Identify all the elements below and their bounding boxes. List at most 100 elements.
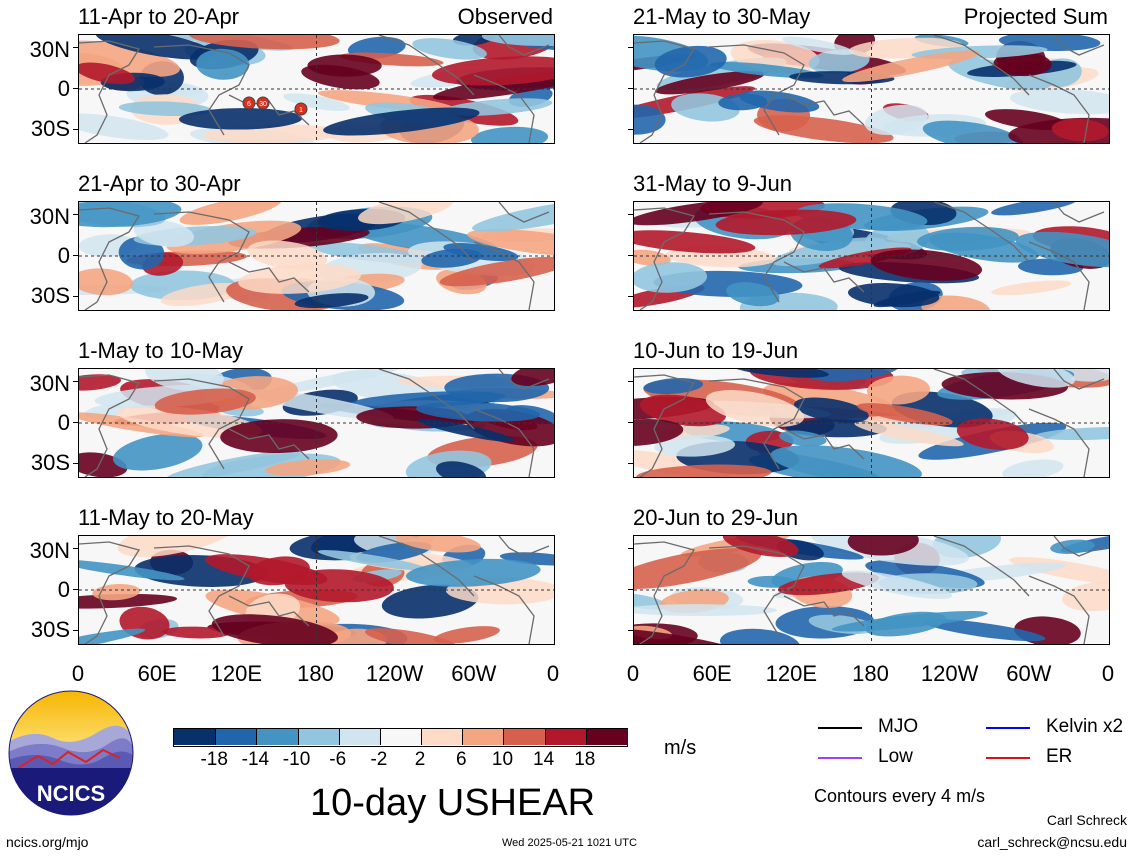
shear-anomaly-field: [634, 202, 1109, 310]
axis-tick: [628, 422, 633, 423]
colorbar-swatch: [297, 729, 340, 745]
legend-label: ER: [1046, 746, 1073, 767]
axis-tick: [73, 88, 78, 89]
contour-note: Contours every 4 m/s: [814, 786, 986, 806]
axis-tick: [73, 213, 78, 215]
shear-anomaly-field: [634, 369, 1109, 477]
latitude-label: 30N: [29, 204, 70, 229]
latitude-label: 30S: [30, 116, 70, 141]
colorbar: [173, 728, 628, 747]
shear-map-panel: [633, 201, 1110, 311]
panel-title: 1-May to 10-May: [78, 338, 244, 363]
colorbar-swatch: [462, 729, 505, 745]
colorbar-swatch: [215, 729, 258, 745]
latitude-label: 30S: [30, 283, 70, 308]
svg-text:6: 6: [247, 101, 251, 108]
legend-line: [986, 727, 1030, 729]
latitude-label: 0: [57, 577, 70, 602]
timestamp: Wed 2025-05-21 1021 UTC: [502, 837, 637, 849]
longitude-label: 60E: [137, 661, 177, 686]
axis-tick: [628, 255, 633, 256]
svg-text:30: 30: [259, 101, 267, 108]
panel-tag: Observed: [457, 4, 553, 29]
latitude-label: 30S: [30, 450, 70, 475]
latitude-label: 0: [57, 243, 70, 268]
legend-line: [986, 757, 1030, 759]
axis-tick: [628, 630, 633, 632]
logo-text: NCICS: [37, 781, 105, 806]
axis-tick: [628, 589, 633, 590]
shear-anomaly-field: [634, 536, 1109, 644]
panel-tag: Projected Sum: [963, 4, 1108, 29]
shear-map-panel: [78, 368, 555, 478]
longitude-label: 60W: [451, 661, 497, 686]
colorbar-swatch: [174, 729, 216, 745]
panel-title: 10-Jun to 19-Jun: [633, 338, 799, 363]
author: Carl Schreck: [1046, 812, 1127, 828]
panel-title: 11-Apr to 20-Apr: [78, 4, 240, 29]
axis-tick: [73, 463, 78, 465]
colorbar-label: -2: [370, 749, 388, 770]
axis-tick: [628, 547, 633, 549]
axis-tick: [73, 296, 78, 298]
longitude-label: 60E: [692, 661, 732, 686]
axis-tick: [73, 589, 78, 590]
colorbar-label: 2: [414, 749, 426, 770]
site-link[interactable]: ncics.org/mjo: [6, 834, 89, 850]
colorbar-swatch: [256, 729, 299, 745]
tropical-cyclone-icon: 1: [294, 102, 308, 116]
shear-map-panel: 6 30 1: [78, 34, 555, 144]
axis-tick: [628, 88, 633, 89]
axis-tick: [73, 46, 78, 48]
panel-title: 20-Jun to 29-Jun: [633, 505, 799, 530]
tropical-cyclone-icon: 30: [256, 96, 270, 110]
axis-tick: [628, 46, 633, 48]
axis-tick: [73, 380, 78, 382]
author-email[interactable]: carl_schreck@ncsu.edu: [977, 834, 1127, 850]
axis-tick: [628, 296, 633, 298]
colorbar-swatch: [421, 729, 464, 745]
longitude-label: 0: [546, 661, 560, 686]
longitude-label: 180: [852, 661, 889, 686]
longitude-label: 0: [71, 661, 85, 686]
axis-tick: [628, 129, 633, 131]
colorbar-swatch: [544, 729, 587, 745]
longitude-label: 180: [297, 661, 334, 686]
axis-tick: [628, 213, 633, 215]
latitude-label: 0: [57, 410, 70, 435]
longitude-label: 120E: [210, 661, 263, 686]
colorbar-swatch: [503, 729, 546, 745]
latitude-label: 30N: [29, 538, 70, 563]
shear-map-panel: [633, 34, 1110, 144]
shear-map-panel: [633, 535, 1110, 645]
longitude-label: 60W: [1006, 661, 1052, 686]
legend-label: MJO: [878, 716, 919, 737]
main-title: 10-day USHEAR: [310, 782, 596, 824]
latitude-label: 30N: [29, 37, 70, 62]
longitude-label: 120E: [765, 661, 818, 686]
shear-map-panel: [633, 368, 1110, 478]
longitude-label: 0: [1101, 661, 1115, 686]
axis-tick: [73, 422, 78, 423]
colorbar-units: m/s: [664, 737, 697, 759]
colorbar-label: -6: [329, 749, 347, 770]
legend-label: Low: [878, 746, 913, 767]
latitude-label: 0: [57, 76, 70, 101]
axis-tick: [73, 630, 78, 632]
panel-title: 21-Apr to 30-Apr: [78, 171, 241, 196]
shear-anomaly-field: [634, 35, 1109, 143]
shear-anomaly-field: [79, 202, 554, 310]
shear-anomaly-field: [79, 369, 554, 477]
latitude-label: 30S: [30, 617, 70, 642]
colorbar-label: -10: [282, 749, 311, 770]
colorbar-label: 18: [574, 749, 596, 770]
ncics-logo: NCICS: [8, 690, 134, 816]
legend-line: [818, 727, 862, 729]
colorbar-label: 6: [455, 749, 467, 770]
longitude-label: 0: [626, 661, 640, 686]
axis-tick: [628, 463, 633, 465]
colorbar-label: -18: [200, 749, 228, 770]
axis-tick: [73, 255, 78, 256]
shear-map-panel: [78, 201, 555, 311]
colorbar-swatch: [379, 729, 423, 745]
